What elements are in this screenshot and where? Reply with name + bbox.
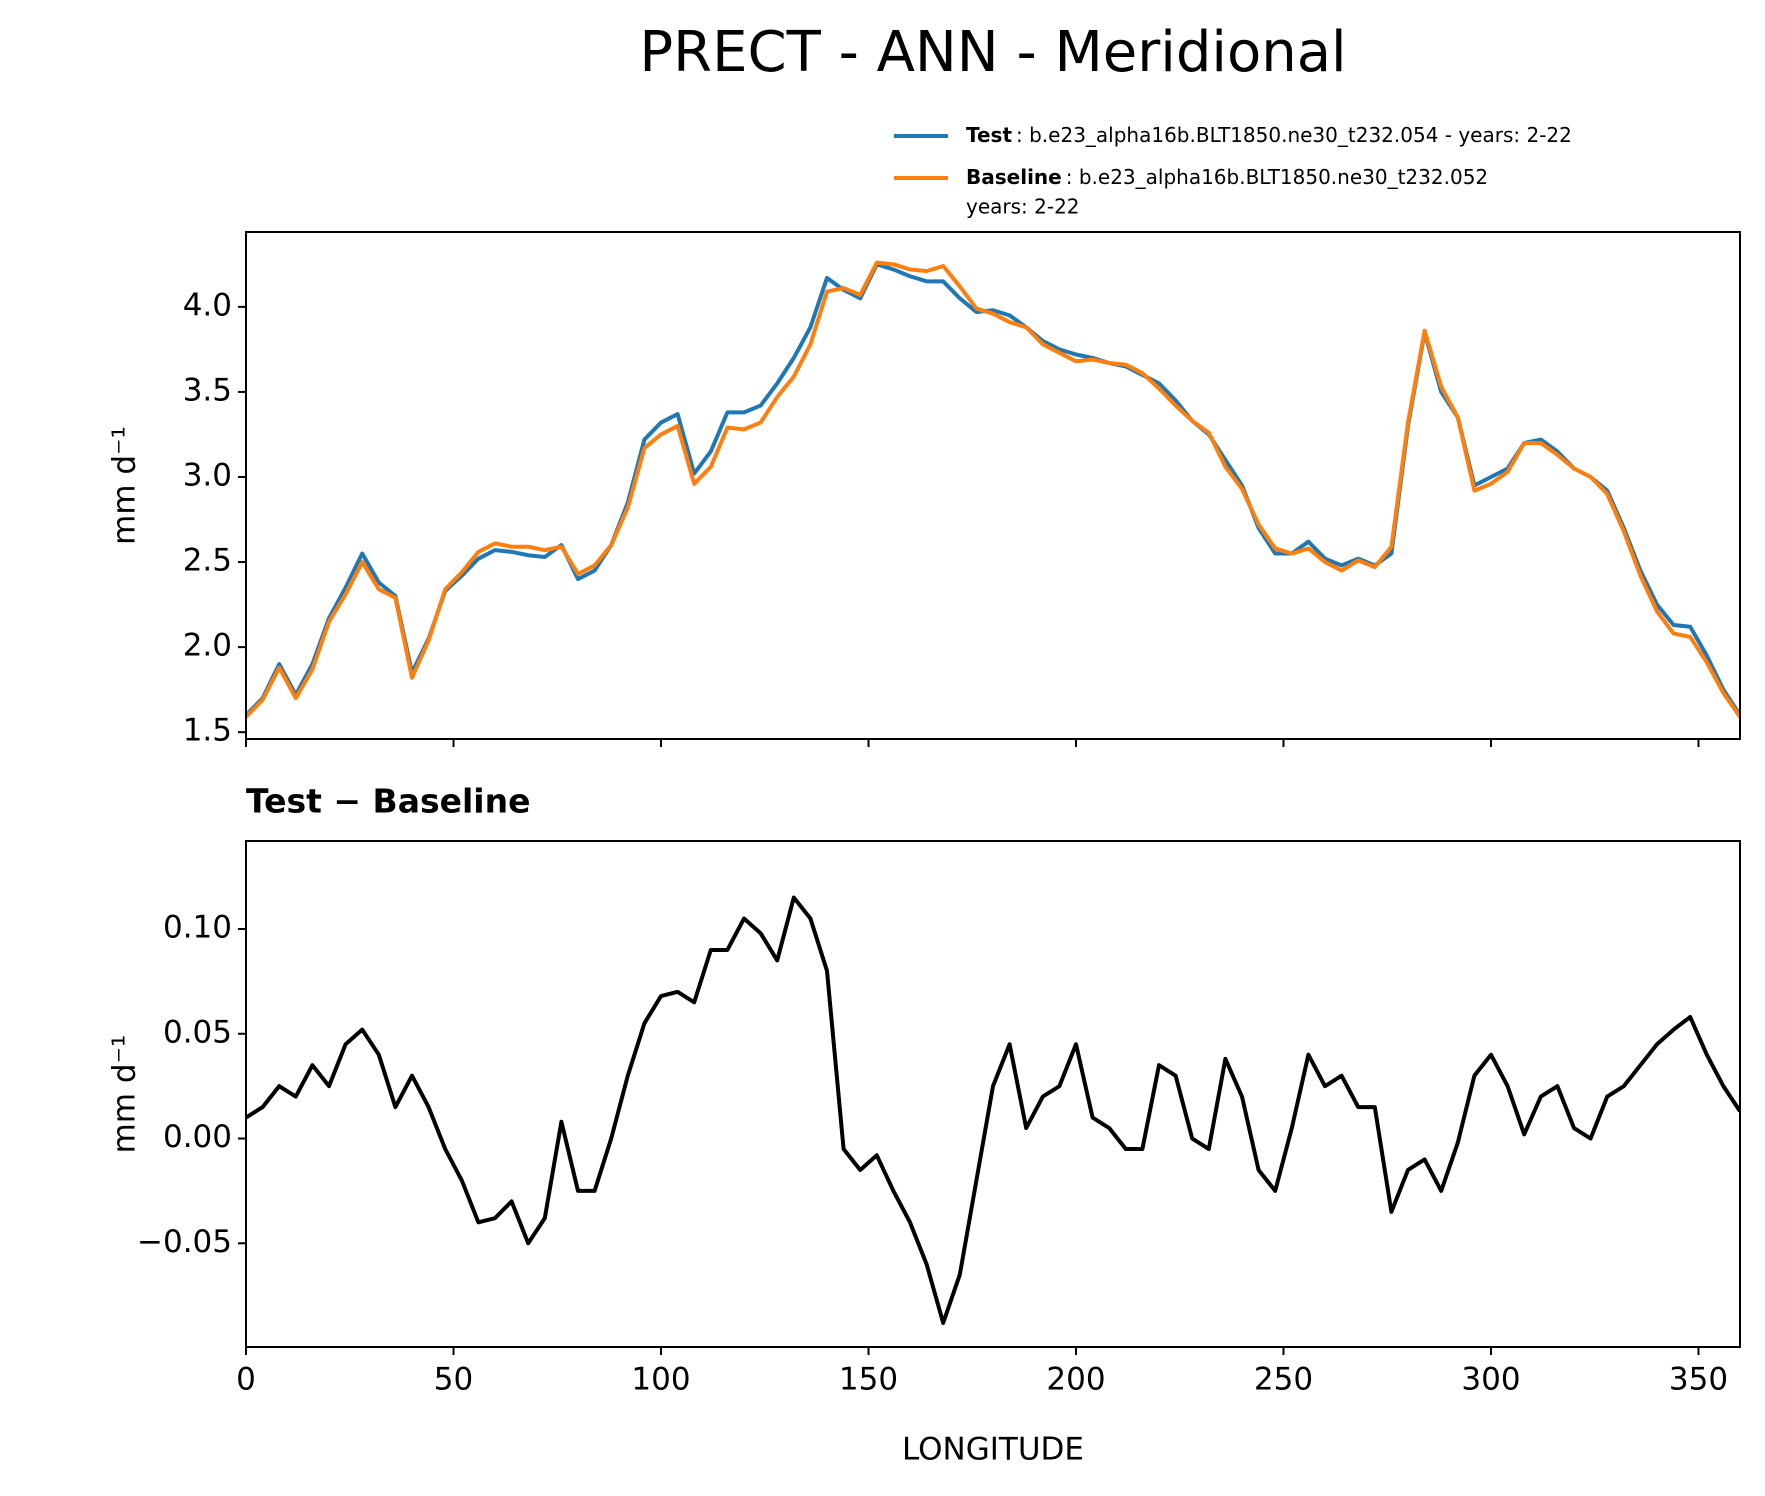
x-tick-label: 0 (236, 1362, 256, 1398)
legend-text: : b.e23_alpha16b.BLT1850.ne30_t232.054 -… (1016, 123, 1572, 147)
y-axis-label: mm d⁻¹ (107, 1035, 143, 1154)
plot-area (246, 260, 1740, 719)
x-tick-label: 250 (1254, 1362, 1313, 1398)
panel-title: Test − Baseline (246, 782, 531, 821)
axes-frame (245, 231, 1741, 740)
x-tick-label: 300 (1461, 1362, 1520, 1398)
y-tick-label: 3.5 (183, 372, 232, 408)
legend-name: Baseline (966, 165, 1062, 189)
y-tick-label: 0.10 (163, 910, 232, 946)
x-tick-label: 200 (1046, 1362, 1105, 1398)
x-tick-label: 50 (434, 1362, 473, 1398)
x-tick-label: 100 (631, 1362, 690, 1398)
axes-frame (245, 840, 1741, 1348)
data-line (246, 262, 1740, 717)
figure-title: PRECT - ANN - Meridional (639, 20, 1346, 85)
legend-label: Test: b.e23_alpha16b.BLT1850.ne30_t232.0… (966, 123, 1572, 147)
y-tick-label: −0.05 (137, 1224, 232, 1260)
legend-text: : b.e23_alpha16b.BLT1850.ne30_t232.052 (1066, 165, 1488, 189)
legend-label: Baseline: b.e23_alpha16b.BLT1850.ne30_t2… (966, 165, 1488, 189)
x-tick-label: 350 (1669, 1362, 1728, 1398)
y-tick-label: 0.00 (163, 1119, 232, 1155)
y-tick-label: 1.5 (183, 713, 232, 749)
y-tick-label: 3.0 (183, 457, 232, 493)
legend-name: Test (966, 123, 1012, 147)
y-tick-label: 4.0 (183, 287, 232, 323)
y-tick-label: 2.0 (183, 628, 232, 664)
data-line (246, 895, 1740, 1325)
x-axis-label: LONGITUDE (902, 1432, 1084, 1468)
x-tick-label: 150 (839, 1362, 898, 1398)
plot-area (246, 895, 1740, 1325)
legend-text: years: 2-22 (966, 195, 1080, 219)
y-tick-label: 2.5 (183, 543, 232, 579)
y-tick-label: 0.05 (163, 1014, 232, 1050)
y-axis-label: mm d⁻¹ (107, 426, 143, 545)
data-line (246, 260, 1740, 719)
